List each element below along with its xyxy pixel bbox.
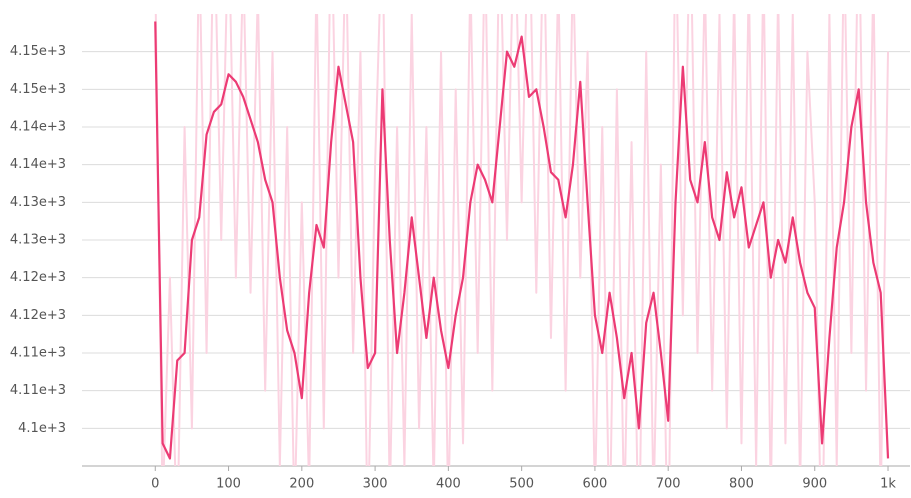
plot-area <box>154 14 890 466</box>
y-tick-label: 4.15e+3 <box>10 82 66 97</box>
x-tick-label: 1k <box>880 477 896 492</box>
y-tick-label: 4.13e+3 <box>10 233 66 248</box>
series-line <box>154 14 890 466</box>
y-tick-label: 4.1e+3 <box>18 421 66 436</box>
y-tick-label: 4.11e+3 <box>10 383 66 398</box>
x-tick-label: 500 <box>509 477 534 492</box>
y-tick-label: 4.13e+3 <box>10 195 66 210</box>
y-tick-label: 4.15e+3 <box>10 44 66 59</box>
y-tick-label: 4.12e+3 <box>10 308 66 323</box>
y-tick-label: 4.11e+3 <box>10 346 66 361</box>
x-tick-label: 800 <box>729 477 754 492</box>
x-tick-label: 300 <box>363 477 388 492</box>
x-tick-label: 900 <box>802 477 827 492</box>
x-tick-label: 0 <box>151 477 159 492</box>
x-tick-label: 100 <box>216 477 241 492</box>
x-tick-label: 700 <box>656 477 681 492</box>
x-tick-label: 200 <box>289 477 314 492</box>
y-tick-label: 4.14e+3 <box>10 157 66 172</box>
x-tick-label: 600 <box>583 477 608 492</box>
y-tick-label: 4.14e+3 <box>10 120 66 135</box>
series-line <box>154 21 890 460</box>
x-tick-label: 400 <box>436 477 461 492</box>
y-tick-label: 4.12e+3 <box>10 270 66 285</box>
